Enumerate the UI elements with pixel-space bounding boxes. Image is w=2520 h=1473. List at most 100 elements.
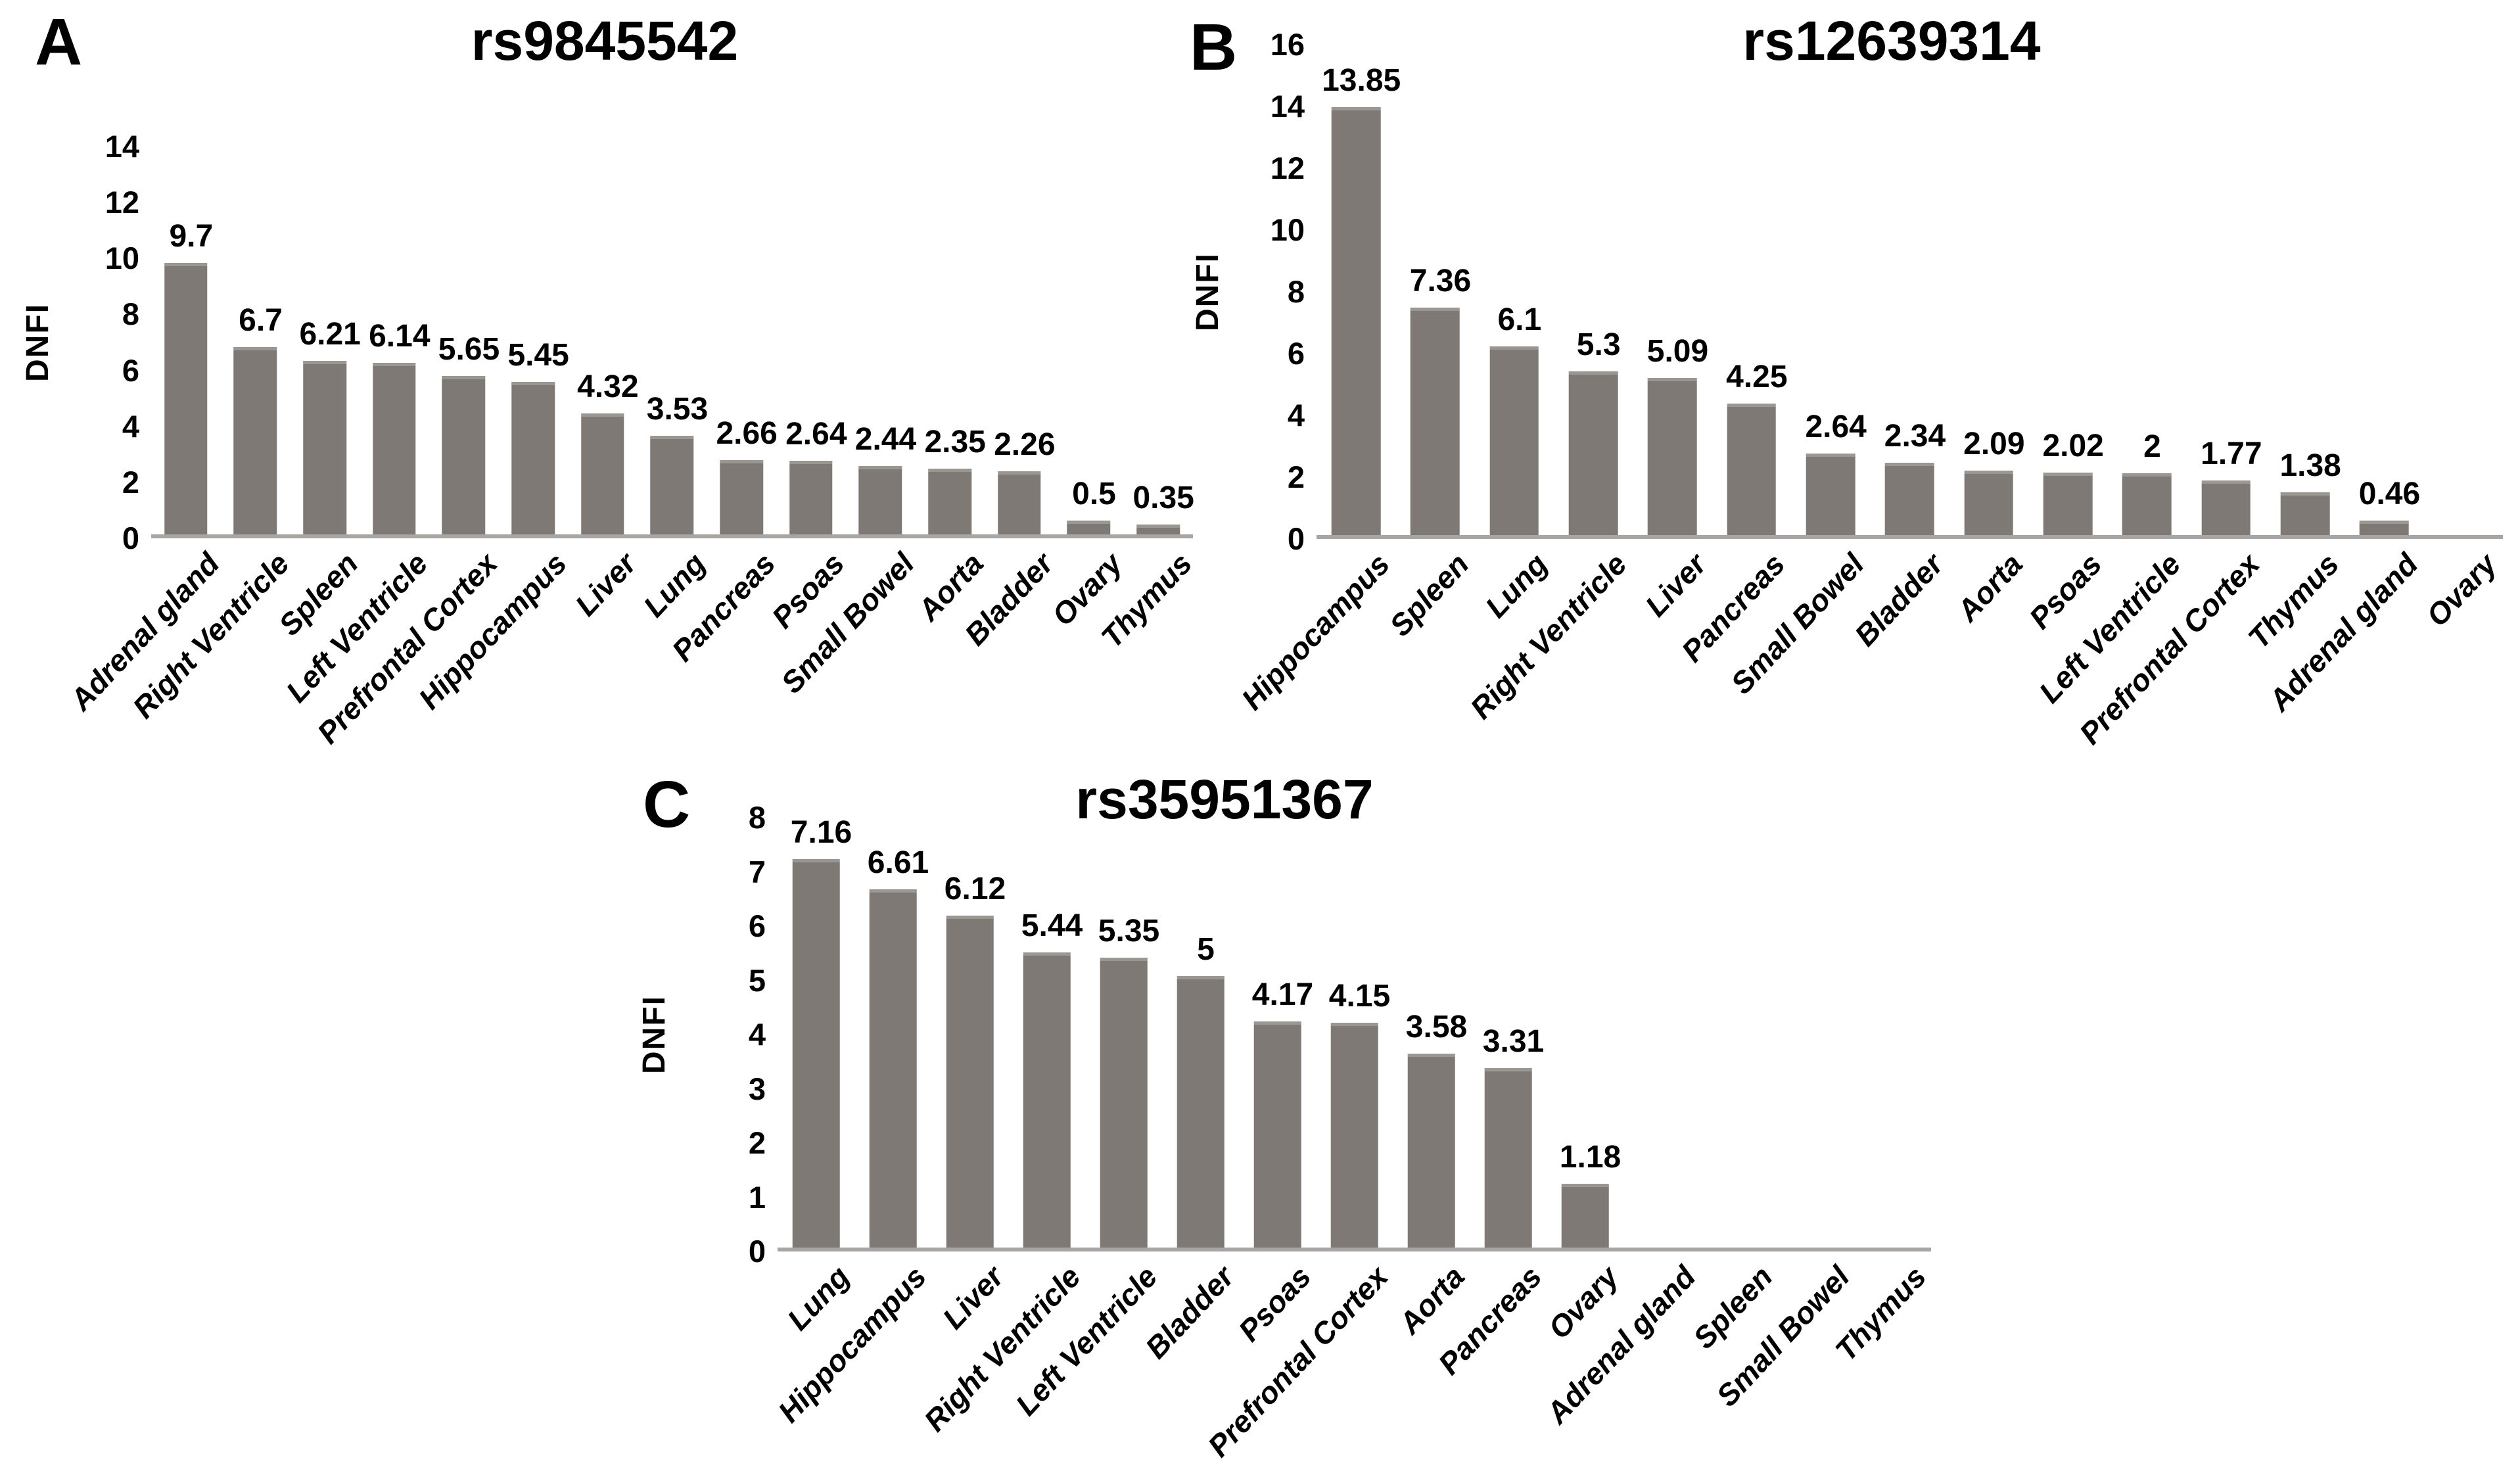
bar-value-label: 2.02 xyxy=(2042,429,2104,463)
x-tick-label: Ovary xyxy=(2419,546,2504,633)
x-label-slot: Bladder xyxy=(958,538,1060,765)
bar xyxy=(1023,952,1071,1248)
bar-slot: 6.14 xyxy=(360,147,431,534)
y-axis-label-cell: DNFI xyxy=(16,147,59,538)
bar xyxy=(2043,473,2093,535)
bar xyxy=(1648,378,1697,535)
bar-value-label: 5 xyxy=(1197,932,1215,967)
bar-slot: 2.64 xyxy=(776,147,847,534)
x-tick-label: Lung xyxy=(780,1259,856,1337)
bar-value-label: 1.18 xyxy=(1559,1140,1622,1175)
bar-slot: 2 xyxy=(2107,45,2186,535)
y-axis-ticks: 0 2 4 6 8 10 12 14 xyxy=(59,131,151,553)
bar-slot xyxy=(2424,45,2503,535)
y-axis-label: DNFI xyxy=(636,995,672,1074)
bar-value-label: 1.77 xyxy=(2201,436,2262,471)
bar-slot: 4.32 xyxy=(568,147,639,534)
x-tick-label: Liver xyxy=(1638,546,1713,623)
panel-letter-c: C xyxy=(643,768,691,841)
y-tick: 12 xyxy=(1270,151,1305,185)
bar xyxy=(164,263,208,534)
bar-value-label: 5.35 xyxy=(1098,914,1160,948)
y-tick: 1 xyxy=(748,1179,766,1215)
x-label-slot: Bladder xyxy=(1848,539,1950,766)
bar xyxy=(373,363,416,534)
bar-value-label: 2.64 xyxy=(1805,409,1867,444)
bar xyxy=(1331,107,1381,535)
bar xyxy=(2122,473,2172,535)
bar-value-label: 1.38 xyxy=(2279,448,2341,483)
bar-value-label: 6.1 xyxy=(1497,302,1542,337)
bar-value-label: 4.17 xyxy=(1251,977,1314,1012)
y-tick: 6 xyxy=(1287,336,1305,371)
x-label-slot: Aorta xyxy=(911,538,990,765)
bar-value-label: 5.65 xyxy=(438,332,500,367)
bar-slot: 5.35 xyxy=(1085,818,1162,1248)
bar-slot: 1.77 xyxy=(2187,45,2266,535)
y-tick: 0 xyxy=(122,521,139,555)
bar-slot: 5.09 xyxy=(1633,45,1712,535)
bar xyxy=(442,376,486,534)
chart-title-a: rs9845542 xyxy=(471,10,739,72)
y-tick: 0 xyxy=(748,1234,766,1269)
x-tick-label: Aorta xyxy=(1392,1259,1472,1341)
bar-value-label: 0.35 xyxy=(1132,480,1194,515)
y-tick: 10 xyxy=(105,241,139,276)
x-tick-label: Spleen xyxy=(1382,546,1476,643)
y-axis-label-cell: DNFI xyxy=(1188,45,1228,539)
chart-body-b: DNFI 0 2 4 6 8 10 12 14 16 13.85 7.36 6.1 5.3 5.09 4.… xyxy=(1188,29,2504,766)
bar-value-label: 2.34 xyxy=(1884,419,1946,454)
y-tick: 12 xyxy=(105,185,139,220)
bar-value-label: 6.14 xyxy=(369,319,431,354)
y-tick: 2 xyxy=(1287,459,1305,494)
bar-slot: 7.36 xyxy=(1395,45,1474,535)
x-label-slot: Left Ventricle xyxy=(1009,1251,1164,1468)
bar-slot: 4.25 xyxy=(1712,45,1791,535)
bar-slot: 6.7 xyxy=(221,147,291,534)
bar-value-label: 7.16 xyxy=(790,815,852,850)
bar-slot: 3.31 xyxy=(1470,818,1547,1248)
bar xyxy=(869,889,917,1248)
bar-slot: 1.38 xyxy=(2266,45,2345,535)
bar-value-label: 0.46 xyxy=(2358,477,2421,511)
bar xyxy=(1407,1054,1455,1248)
bar-value-label: 2.64 xyxy=(785,417,847,452)
bar-value-label: 6.7 xyxy=(239,303,283,338)
bar xyxy=(1806,454,1855,535)
y-tick: 14 xyxy=(105,129,139,164)
bar-slot: 2.34 xyxy=(1870,45,1949,535)
plot-area: 13.85 7.36 6.1 5.3 5.09 4.25 2.64 2.34 2.09 2.02 2… xyxy=(1317,45,2503,539)
y-tick: 0 xyxy=(1287,521,1305,556)
y-tick: 4 xyxy=(122,408,139,444)
chart-body-c: DNFI 0 1 2 3 4 5 6 7 8 7.16 6.61 6.12 5.44 5.35 5 4.17… xyxy=(623,802,1933,1468)
y-tick: 2 xyxy=(748,1125,766,1160)
bar-slot: 5 xyxy=(1162,818,1239,1248)
bar xyxy=(792,859,840,1248)
x-label-slot: Small Bowel xyxy=(1710,1251,1856,1468)
bar-slot: 3.53 xyxy=(638,147,708,534)
bar-slot: 6.61 xyxy=(854,818,931,1248)
bar-value-label: 3.31 xyxy=(1482,1024,1545,1059)
y-tick: 4 xyxy=(1287,398,1305,433)
bar-value-label: 5.09 xyxy=(1646,334,1709,369)
bar-slot: 2.66 xyxy=(707,147,778,534)
bar-slot: 4.17 xyxy=(1239,818,1316,1248)
x-label-slot: Right Ventricle xyxy=(1464,539,1633,766)
y-tick: 2 xyxy=(122,464,139,500)
chart-panel-b: B rs12639314 DNFI 0 2 4 6 8 10 12 14 16 13.85 7.3… xyxy=(1188,5,2504,761)
bar-slot: 0.5 xyxy=(1054,147,1124,534)
x-label-slot: Hippocampus xyxy=(1235,539,1396,766)
x-label-slot: Ovary xyxy=(1045,538,1129,765)
bar-slot: 2.35 xyxy=(915,147,986,534)
y-axis-ticks: 0 2 4 6 8 10 12 14 16 xyxy=(1228,29,1317,554)
x-label-slot: Right Ventricle xyxy=(126,538,295,765)
bar xyxy=(1561,1184,1609,1248)
bar xyxy=(858,466,902,534)
panel-letter-a: A xyxy=(35,5,83,79)
bar xyxy=(720,460,763,534)
bar-value-label: 2.44 xyxy=(854,422,917,457)
bar-value-label: 6.21 xyxy=(299,317,361,352)
x-tick-label: Hippocampus xyxy=(1234,546,1397,716)
bar-value-label: 6.61 xyxy=(867,845,929,880)
